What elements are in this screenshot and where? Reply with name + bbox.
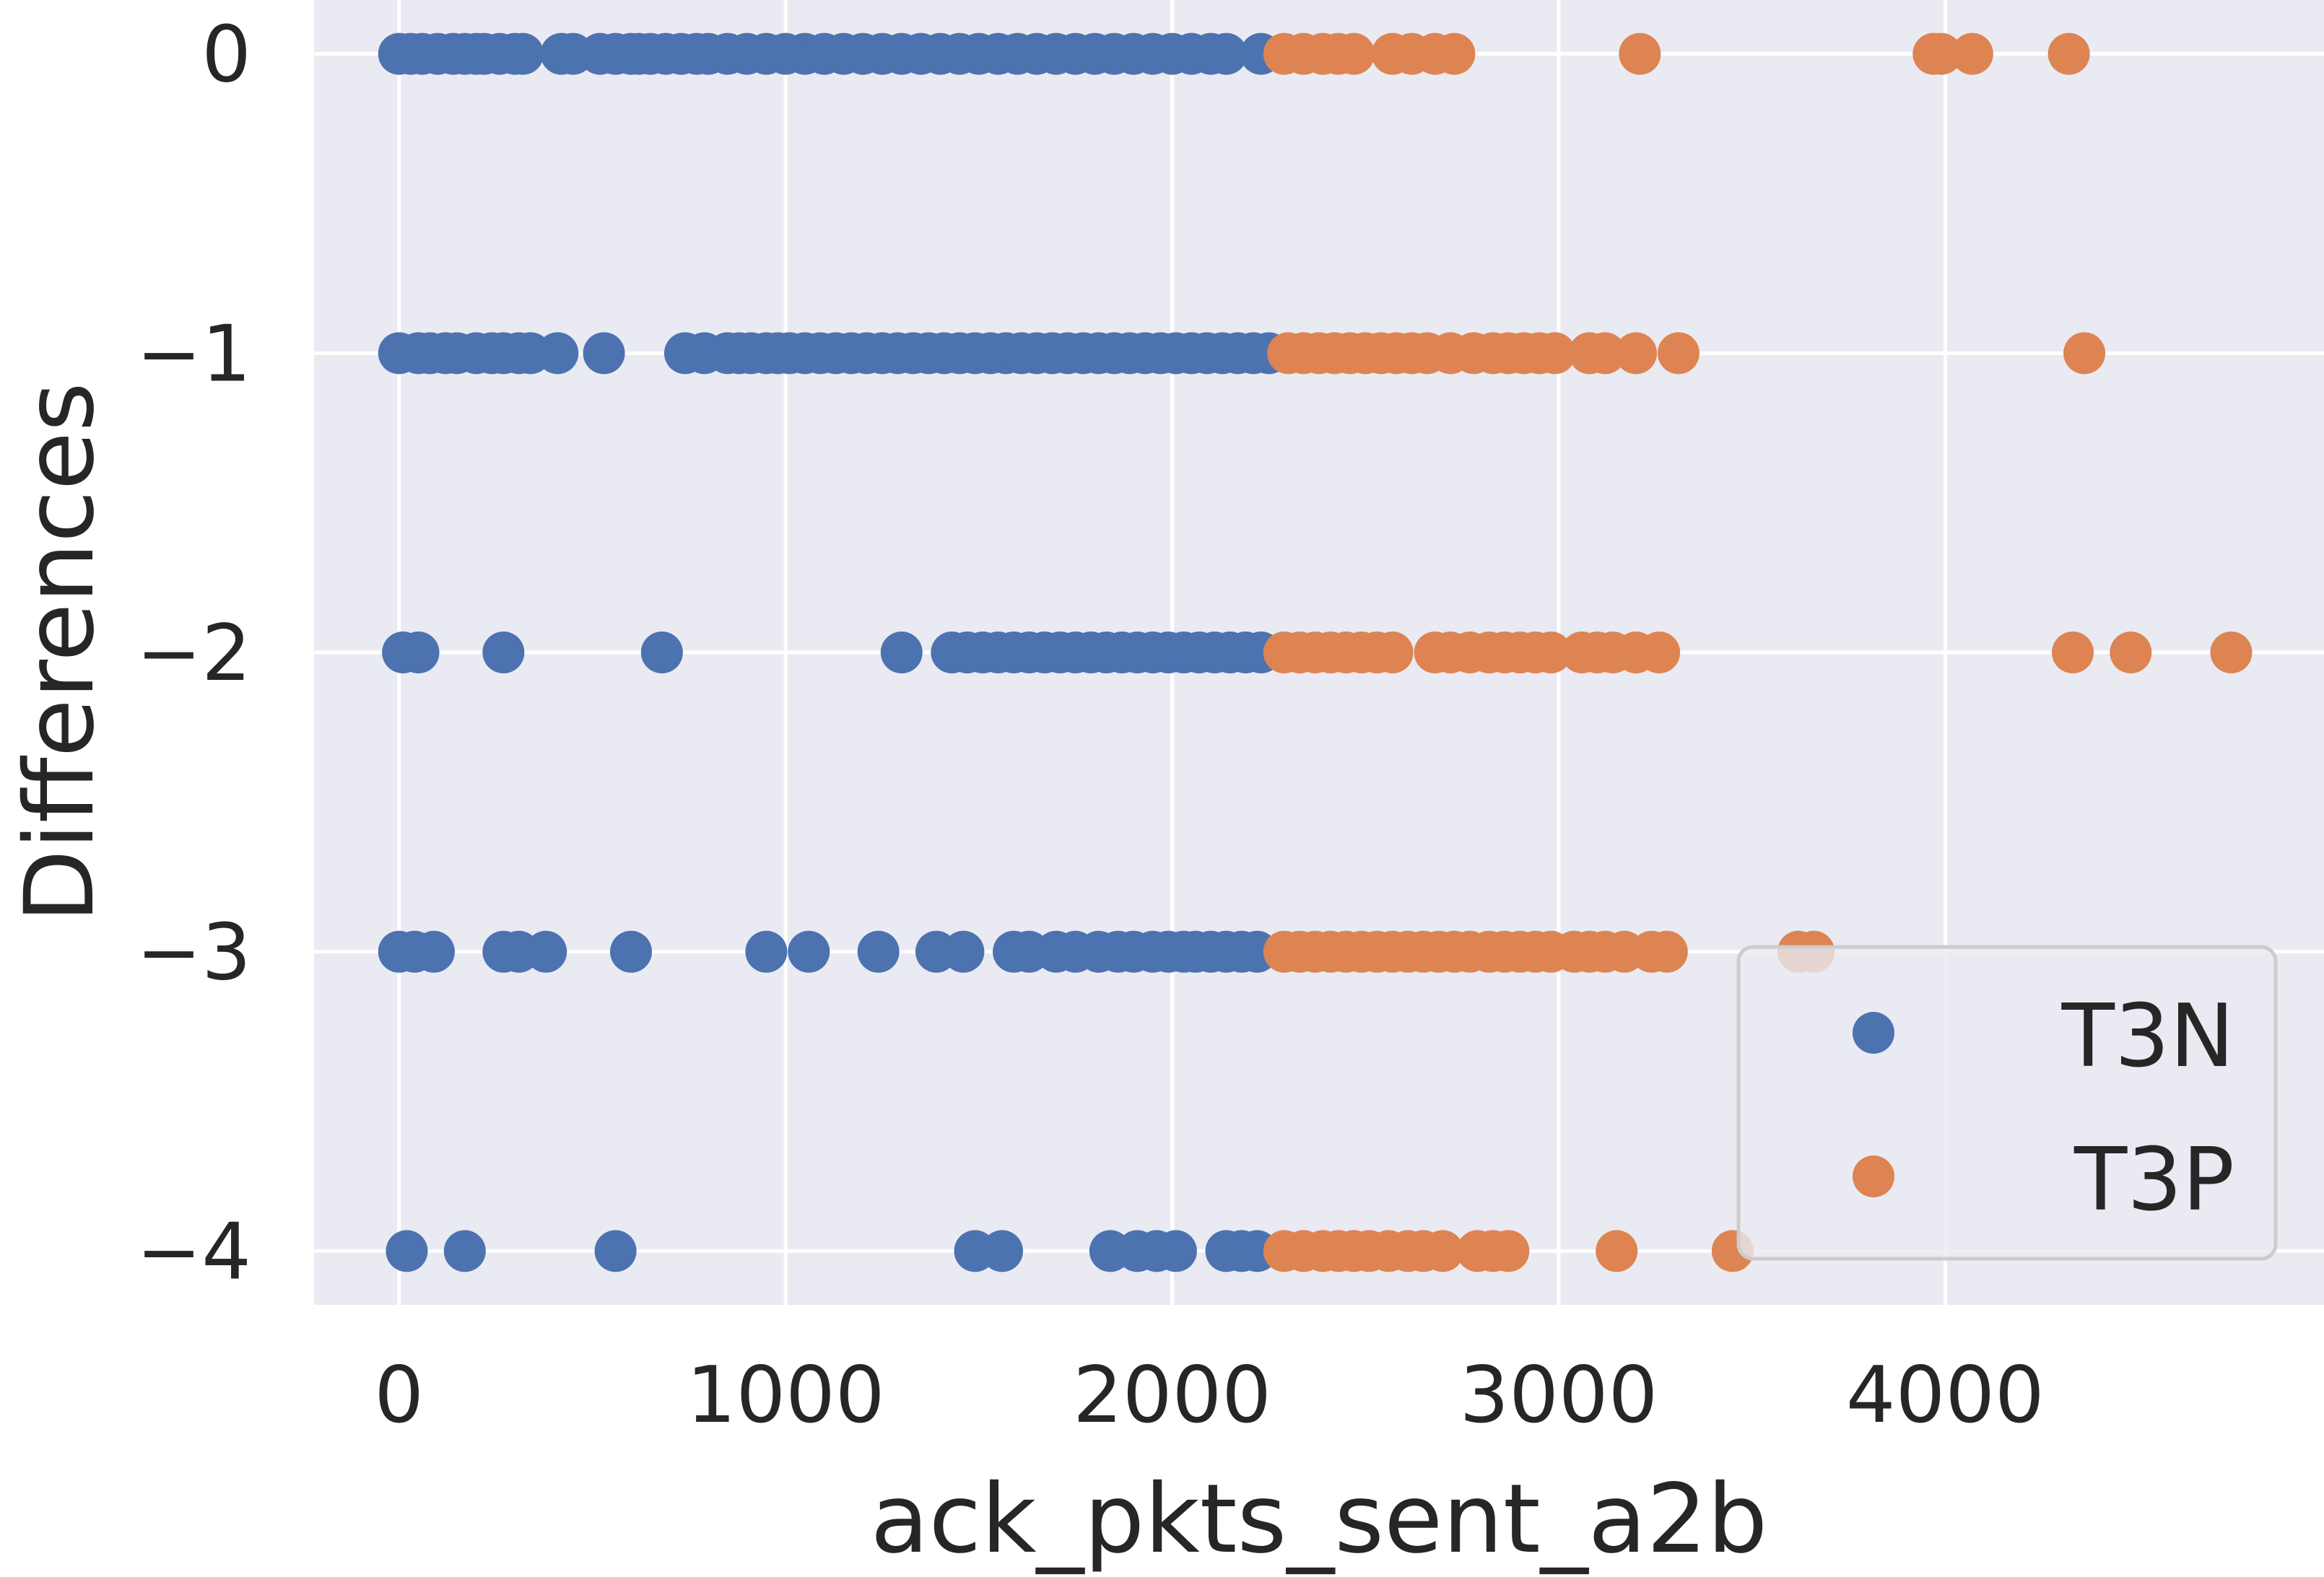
data-points xyxy=(378,32,2253,1272)
point-t3p-11 xyxy=(1920,32,1962,75)
point-t3n-60 xyxy=(536,332,579,375)
x-tick-label-1: 1000 xyxy=(687,1350,885,1441)
legend: T3N T3P xyxy=(1736,945,2278,1261)
point-t3n-154 xyxy=(386,1230,428,1272)
point-t3n-136 xyxy=(857,930,900,973)
point-t3p-12 xyxy=(1951,32,1993,75)
point-t3n-158 xyxy=(980,1230,1023,1272)
point-t3n-156 xyxy=(594,1230,637,1272)
point-t3n-133 xyxy=(610,930,653,973)
x-tick-label-2: 2000 xyxy=(1073,1350,1271,1441)
point-t3p-83 xyxy=(1645,930,1688,973)
point-t3n-48 xyxy=(1205,32,1248,75)
legend-marker-t3n xyxy=(1853,1012,1894,1054)
point-t3n-61 xyxy=(583,332,625,375)
point-t3n-135 xyxy=(788,930,830,973)
point-t3n-134 xyxy=(745,930,788,973)
y-tick-labels: 0 −1 −2 −3 −4 xyxy=(136,10,251,1298)
point-t3p-51 xyxy=(1530,632,1572,673)
legend-label-t3n: T3N xyxy=(2061,987,2234,1087)
point-t3p-99 xyxy=(1596,1230,1638,1272)
x-tick-labels: 0 1000 2000 3000 4000 xyxy=(374,1350,2044,1441)
point-t3n-155 xyxy=(443,1230,486,1272)
point-t3p-34 xyxy=(1657,332,1700,375)
point-t3n-10 xyxy=(502,32,544,75)
y-tick-label-0: 0 xyxy=(201,10,251,100)
point-t3p-33 xyxy=(1615,332,1658,375)
point-t3n-103 xyxy=(482,632,525,673)
y-tick-label-1: −1 xyxy=(136,309,251,399)
point-t3p-59 xyxy=(2210,632,2253,673)
point-t3n-102 xyxy=(397,632,440,673)
point-t3p-95 xyxy=(1422,1230,1464,1272)
x-tick-label-4: 4000 xyxy=(1846,1350,2045,1441)
point-t3p-57 xyxy=(2052,632,2094,673)
y-tick-label-2: −2 xyxy=(136,608,251,699)
y-tick-label-4: −4 xyxy=(136,1207,251,1297)
point-t3n-104 xyxy=(640,632,683,673)
point-t3p-56 xyxy=(1638,632,1681,673)
point-t3p-43 xyxy=(1371,632,1414,673)
series-t3n xyxy=(378,32,1290,1272)
point-t3n-129 xyxy=(412,930,455,973)
point-t3p-32 xyxy=(1584,332,1627,375)
legend-marker-t3p xyxy=(1853,1156,1894,1197)
point-t3p-13 xyxy=(2047,32,2090,75)
x-tick-label-0: 0 xyxy=(374,1350,424,1441)
point-t3n-132 xyxy=(525,930,567,973)
point-t3n-105 xyxy=(880,632,923,673)
y-axis-label: Differences xyxy=(4,382,116,922)
point-t3p-35 xyxy=(2063,332,2106,375)
legend-label-t3p: T3P xyxy=(2073,1130,2234,1231)
point-t3n-138 xyxy=(942,930,985,973)
point-t3p-98 xyxy=(1487,1230,1530,1272)
point-t3n-162 xyxy=(1154,1230,1197,1272)
x-axis-label: ack_pkts_sent_a2b xyxy=(871,1464,1768,1575)
y-tick-label-3: −3 xyxy=(136,908,251,998)
point-t3p-30 xyxy=(1533,332,1576,375)
point-t3p-8 xyxy=(1433,32,1476,75)
x-tick-label-3: 3000 xyxy=(1460,1350,1658,1441)
point-t3p-58 xyxy=(2110,632,2152,673)
series-t3p xyxy=(1263,32,2253,1272)
point-t3p-4 xyxy=(1333,32,1375,75)
point-t3p-9 xyxy=(1619,32,1661,75)
